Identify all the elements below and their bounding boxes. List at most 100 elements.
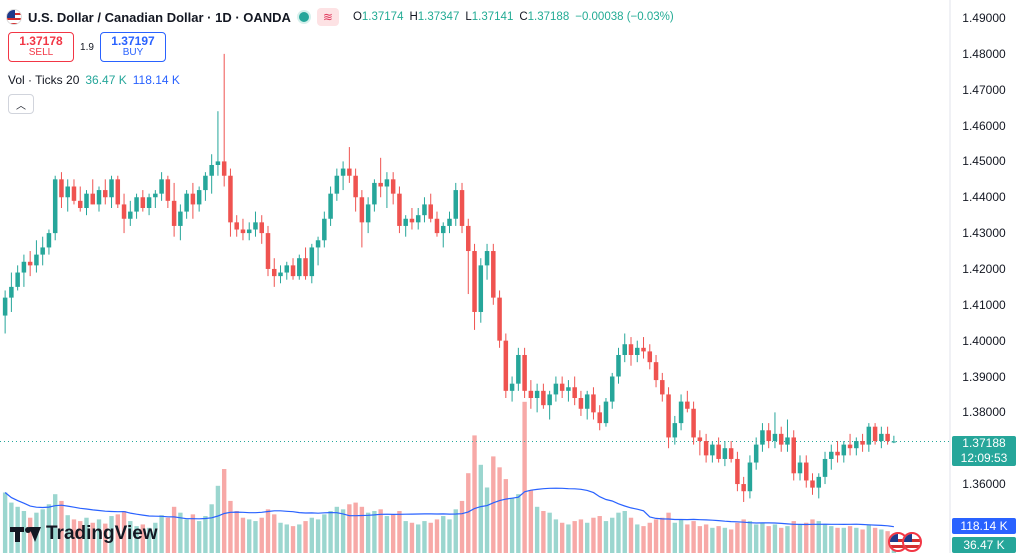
ohlc-key: O bbox=[352, 11, 362, 23]
buy-button[interactable]: 1.37197 BUY bbox=[100, 32, 166, 62]
volume-bar bbox=[434, 519, 440, 553]
candle-body bbox=[146, 197, 152, 209]
volume-bar bbox=[290, 526, 296, 553]
volume-bar bbox=[628, 517, 634, 553]
economic-events[interactable] bbox=[888, 532, 922, 552]
candle-body bbox=[766, 430, 771, 442]
volume-bar bbox=[171, 506, 177, 553]
candle-body bbox=[572, 387, 577, 399]
volume-bar bbox=[610, 517, 615, 553]
candle-body bbox=[390, 179, 396, 194]
volume-bar bbox=[585, 522, 590, 553]
volume-bar bbox=[816, 521, 821, 553]
volume-bar bbox=[522, 401, 527, 553]
candle-body bbox=[741, 484, 746, 492]
price-axis-label: 1.42000 bbox=[962, 261, 1006, 276]
volume-bar bbox=[753, 524, 759, 553]
candle-body bbox=[603, 401, 609, 424]
candle-body bbox=[835, 451, 840, 456]
candle-body bbox=[246, 229, 252, 234]
volume-bar bbox=[478, 464, 483, 553]
candle-body bbox=[284, 265, 290, 273]
volume-bar bbox=[253, 521, 258, 553]
candle-body bbox=[691, 408, 696, 438]
candle-body bbox=[716, 444, 721, 459]
volume-bar bbox=[791, 521, 796, 553]
volume-bar bbox=[722, 527, 728, 553]
candle-body bbox=[810, 480, 815, 488]
candle-body bbox=[803, 462, 809, 481]
candle-body bbox=[722, 448, 728, 459]
volume-bar bbox=[591, 517, 596, 553]
candle-body bbox=[497, 297, 502, 341]
volume-bar bbox=[635, 524, 640, 553]
candle-body bbox=[466, 225, 471, 252]
volume-bar bbox=[159, 515, 164, 553]
candle-body bbox=[484, 251, 490, 266]
candle-body bbox=[90, 193, 96, 205]
candle-body bbox=[228, 175, 233, 223]
volume-bar bbox=[534, 506, 540, 553]
candle-body bbox=[553, 383, 559, 395]
volume-bar bbox=[466, 473, 471, 553]
volume-tag: 36.47 K bbox=[952, 537, 1016, 553]
volume-bar bbox=[785, 526, 790, 553]
candle-body bbox=[597, 412, 602, 424]
candle-body bbox=[65, 186, 70, 198]
candle-body bbox=[653, 362, 659, 381]
ohlc-value: 1.37141 bbox=[471, 11, 514, 23]
volume-bar bbox=[835, 527, 840, 553]
volume-bar bbox=[741, 519, 746, 553]
candle-body bbox=[678, 401, 684, 424]
tradingview-logo[interactable]: TradingView bbox=[10, 521, 158, 547]
volume-bar bbox=[359, 506, 365, 553]
candle-body bbox=[509, 383, 515, 391]
volume-bar bbox=[622, 511, 627, 553]
candle-body bbox=[196, 190, 202, 205]
volume-bar bbox=[297, 524, 302, 553]
candle-body bbox=[685, 401, 690, 409]
volume-bar bbox=[209, 504, 214, 553]
volume-bar bbox=[779, 527, 784, 553]
volume-bar bbox=[653, 519, 659, 553]
candle-body bbox=[278, 272, 283, 277]
volume-bar bbox=[491, 456, 496, 553]
compare-wave-icon[interactable]: ≋ bbox=[316, 8, 339, 26]
ohlc-value: 1.37347 bbox=[417, 11, 460, 23]
collapse-legend-button[interactable]: ︿ bbox=[8, 94, 34, 114]
volume-legend[interactable]: Vol · Ticks 20 36.47 K 118.14 K bbox=[8, 73, 180, 87]
us-event-flag-icon[interactable] bbox=[902, 532, 922, 552]
last-price-tag: 1.37188 12:09:53 bbox=[952, 436, 1016, 466]
market-open-icon[interactable] bbox=[296, 10, 311, 24]
candle-body bbox=[153, 193, 158, 198]
candle-body bbox=[516, 354, 521, 384]
candle-body bbox=[697, 437, 703, 442]
sell-label: SELL bbox=[28, 47, 54, 58]
ohlc-key: C bbox=[519, 11, 528, 23]
sell-button[interactable]: 1.37178 SELL bbox=[8, 32, 74, 62]
volume-legend-ma: 118.14 K bbox=[132, 73, 180, 87]
chart-header: U.S. Dollar / Canadian Dollar · 1D · OAN… bbox=[6, 6, 674, 28]
volume-bar bbox=[685, 524, 690, 553]
candle-body bbox=[584, 394, 590, 409]
volume-bar bbox=[96, 519, 102, 553]
symbol-title[interactable]: U.S. Dollar / Canadian Dollar · 1D · OAN… bbox=[28, 9, 291, 25]
volume-bar bbox=[847, 526, 853, 553]
volume-bar bbox=[691, 521, 696, 553]
candle-body bbox=[772, 433, 778, 442]
ohlc-item: L1.37141 bbox=[465, 11, 513, 23]
price-axis-label: 1.40000 bbox=[962, 333, 1006, 348]
ohlc-item: H1.37347 bbox=[409, 11, 459, 23]
candle-body bbox=[9, 286, 14, 298]
price-axis-label: 1.45000 bbox=[962, 154, 1006, 169]
candle-body bbox=[384, 179, 390, 187]
volume-bar bbox=[109, 516, 114, 553]
candle-body bbox=[785, 437, 790, 445]
candle-body bbox=[59, 179, 64, 198]
volume-bar bbox=[347, 504, 352, 553]
volume-bar bbox=[390, 514, 396, 553]
candle-body bbox=[891, 441, 897, 443]
candle-body bbox=[209, 164, 214, 176]
candle-body bbox=[322, 218, 327, 241]
